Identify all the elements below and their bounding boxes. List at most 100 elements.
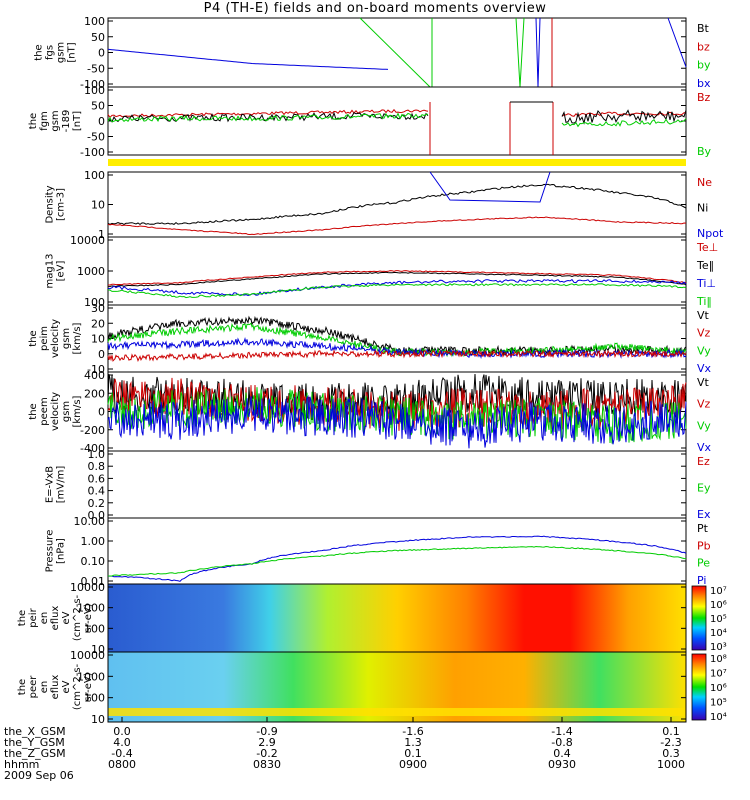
ephemeris-value: 0.4 [553,747,571,760]
colorbar-tick-label: 10⁶ [710,683,727,694]
series-line-bz [107,108,429,119]
y-tick-label: 0.0 [88,509,106,522]
legend-entry: bz [697,40,710,53]
y-axis-label: the [34,44,45,60]
y-axis-label: mag13 [45,254,56,289]
series-line-bt [561,109,687,125]
series-line-bx [667,17,687,68]
y-tick-label: -100 [80,146,105,159]
y-tick-label: 10000 [70,234,105,247]
y-axis-label: the [17,679,28,695]
y-tick-label: 0 [98,348,105,361]
y-tick-label: 10 [91,713,105,726]
ephemeris-row: the_Z_GSM -0.4 -0.2 0.1 0.4 0.3 [4,748,744,759]
y-axis-label: the [17,610,28,626]
series-line-vz [107,349,687,362]
y-axis-label: E=-VxB [45,466,56,503]
legend-entry: Ni [697,202,708,215]
ephemeris-label: the_Z_GSM [4,747,66,760]
legend-entry: Vy [697,419,711,432]
legend-entry: Vt [697,376,710,389]
colorbar-tick-label: 10³ [710,642,727,653]
series-line-ni [107,183,687,226]
legend-entry: Ex [697,508,711,521]
y-axis-label: gsm [50,110,61,131]
ephemeris-value: -2.3 [660,736,682,749]
ephemeris-value: 1000 [657,758,685,771]
y-axis-label: [km/s] [72,322,83,354]
legend-entry: Pe [697,557,710,570]
y-axis-label: eV [61,680,72,693]
series-line-bz [561,111,687,117]
colorbar-tick-label: 10⁴ [710,712,727,723]
data-gap-bar [108,159,686,166]
ephemeris-value: -0.2 [256,747,278,760]
y-tick-label: 0.8 [88,460,106,473]
legend-entry: by [697,59,711,72]
y-axis-label: en [39,612,50,625]
y-tick-label: 1 [98,228,105,241]
y-tick-label: 0 [98,115,105,128]
legend-entry: Vz [697,327,711,340]
y-axis-label: the [28,403,39,419]
colorbar-tick-label: 10⁷ [710,669,727,680]
y-tick-label: 30 [91,302,105,315]
y-axis-label: gsm [56,42,67,63]
ephemeris-value: 4.0 [113,736,131,749]
series-line-pi [107,535,687,582]
ephemeris-value: -1.4 [551,725,573,738]
y-axis-label: the [28,330,39,346]
ephemeris-value: 0.3 [662,747,680,760]
ephemeris-value: 0930 [548,758,576,771]
series-line-vx [107,336,687,359]
ephemeris-label: the_X_GSM [4,725,66,738]
legend-entry: Bt [697,22,710,35]
y-tick-label: 1.0 [88,448,106,461]
y-axis-label: eflux [50,606,61,631]
ephemeris-value: -0.4 [111,747,133,760]
y-axis-label: peir [28,607,39,627]
ephemeris-value: -0.8 [551,736,573,749]
panel-frame [107,304,687,373]
date-label: 2009 Sep 06 [4,769,74,782]
y-tick-label: 0.10 [81,555,106,568]
legend-entry: Bz [697,91,711,104]
panel-frame [107,171,687,238]
legend-entry: Npot [697,227,724,240]
legend-entry: Ne [697,176,712,189]
legend-entry: Pt [697,522,709,535]
y-tick-label: 10 [91,333,105,346]
y-tick-label: -50 [87,131,105,144]
colorbar-tick-label: 10⁵ [710,614,727,625]
ephemeris-value: 2.9 [258,736,276,749]
y-axis-label: velocity [50,319,61,358]
legend-entry: Ti⊥ [696,277,716,290]
y-axis-label: [nPa] [56,538,67,564]
y-axis-label: eV [61,611,72,624]
y-tick-label: 1000 [77,602,105,615]
ephemeris-row: the_X_GSM 0.0 -0.9 -1.6 -1.4 0.1 [4,726,744,737]
y-axis-label: fgs [45,45,56,60]
y-tick-label: 100 [84,15,105,28]
ephemeris-value: 0800 [108,758,136,771]
y-tick-label: 50 [91,100,105,113]
y-tick-label: 200 [84,387,105,400]
series-line-te-perp [108,270,687,286]
y-tick-label: 100 [84,169,105,182]
series-line-by [561,118,687,128]
ephemeris-label: hhmm [4,758,40,771]
ephemeris-value: -1.6 [402,725,424,738]
legend-entry: Ti‖ [696,295,712,308]
y-axis-label: [nT] [67,42,78,62]
colorbar-tick-label: 10⁶ [710,600,727,611]
series-line-by [107,112,429,123]
y-axis-label: velocity [50,392,61,431]
y-tick-label: 0 [98,406,105,419]
legend-entry: bx [697,77,711,90]
ephemeris-value: 0.1 [404,747,422,760]
y-axis-label: [mV/m] [56,466,67,504]
y-tick-label: 100 [84,692,105,705]
y-axis-label: sr-eV) [83,603,94,632]
series-line-npot [429,171,551,203]
